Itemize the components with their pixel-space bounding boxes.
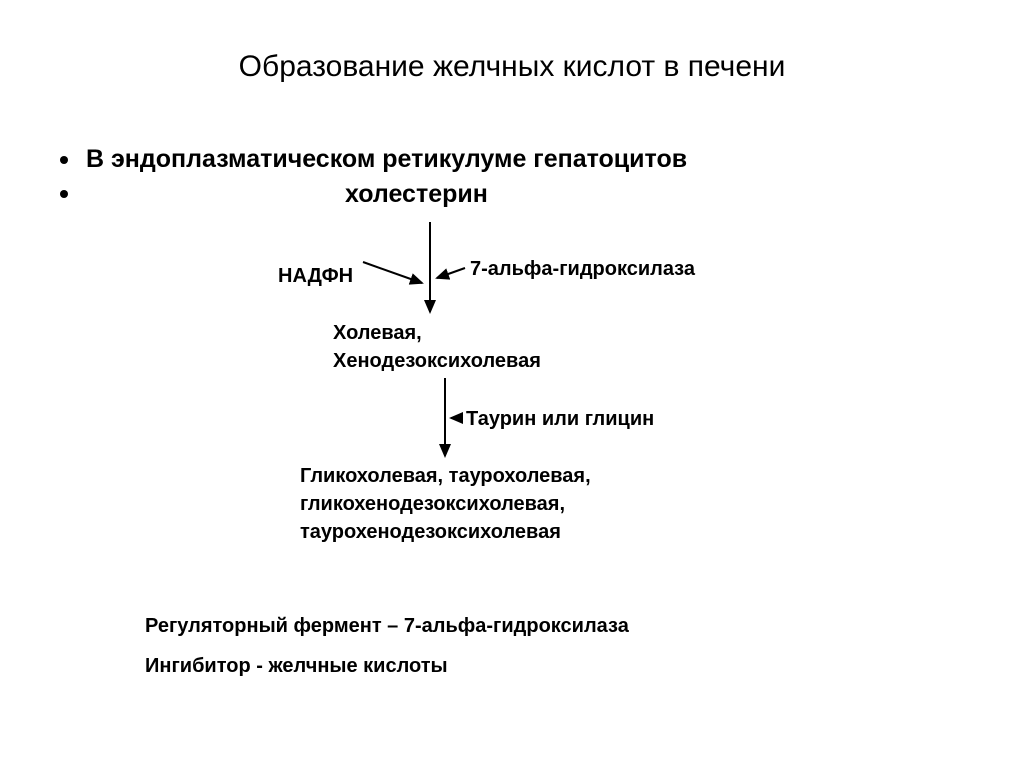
arrow-nadph	[363, 262, 422, 283]
arrows-svg	[0, 0, 1024, 767]
arrow-enzyme	[437, 268, 465, 278]
